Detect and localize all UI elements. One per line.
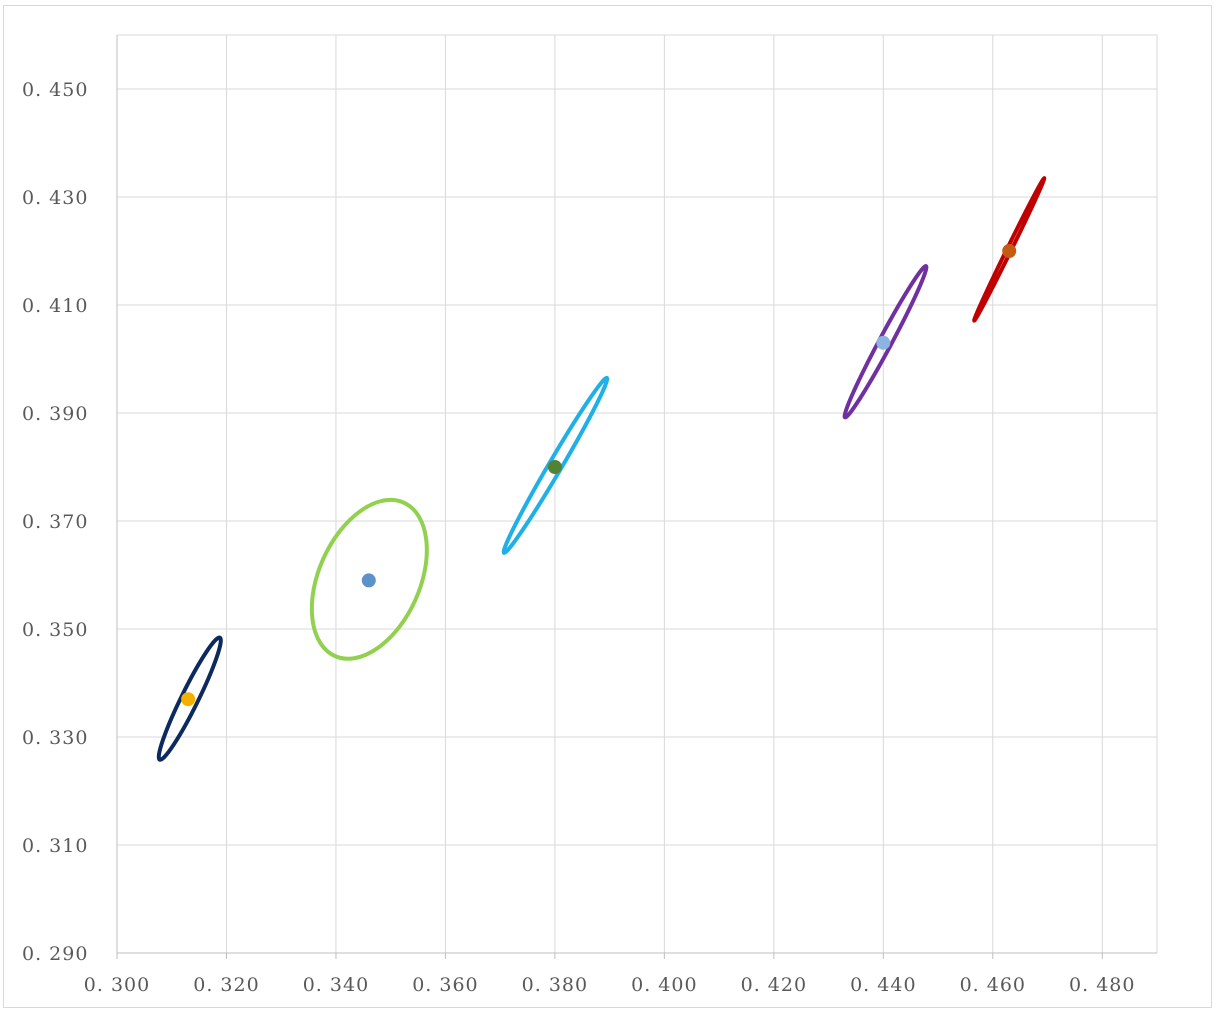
data-point-3	[547, 460, 562, 474]
y-tick-label: 0. 450	[22, 79, 88, 101]
data-point-5	[1002, 244, 1017, 258]
y-tick-label: 0. 330	[22, 727, 88, 749]
y-tick-label: 0. 290	[22, 943, 88, 965]
y-tick-label: 0. 410	[22, 295, 88, 317]
y-tick-label: 0. 390	[22, 403, 88, 425]
y-tick-label: 0. 430	[22, 187, 88, 209]
data-point-4	[876, 335, 891, 350]
confidence-ellipse-1	[156, 635, 223, 762]
y-tick-label: 0. 350	[22, 619, 88, 641]
data-point-2	[361, 573, 376, 588]
x-tick-label: 0. 360	[412, 974, 478, 996]
x-tick-label: 0. 400	[631, 974, 697, 996]
x-tick-label: 0. 460	[960, 974, 1026, 996]
x-tick-label: 0. 480	[1069, 974, 1135, 996]
chart-area	[3, 5, 1212, 1008]
x-tick-label: 0. 380	[522, 974, 588, 996]
y-tick-label: 0. 310	[22, 835, 88, 857]
confidence-ellipse-2	[309, 497, 429, 661]
x-tick-label: 0. 300	[84, 974, 150, 996]
x-tick-label: 0. 340	[303, 974, 369, 996]
data-point-1	[181, 692, 196, 707]
y-tick-label: 0. 370	[22, 511, 88, 533]
x-tick-label: 0. 420	[741, 974, 807, 996]
x-tick-label: 0. 320	[193, 974, 259, 996]
x-tick-label: 0. 440	[850, 974, 916, 996]
